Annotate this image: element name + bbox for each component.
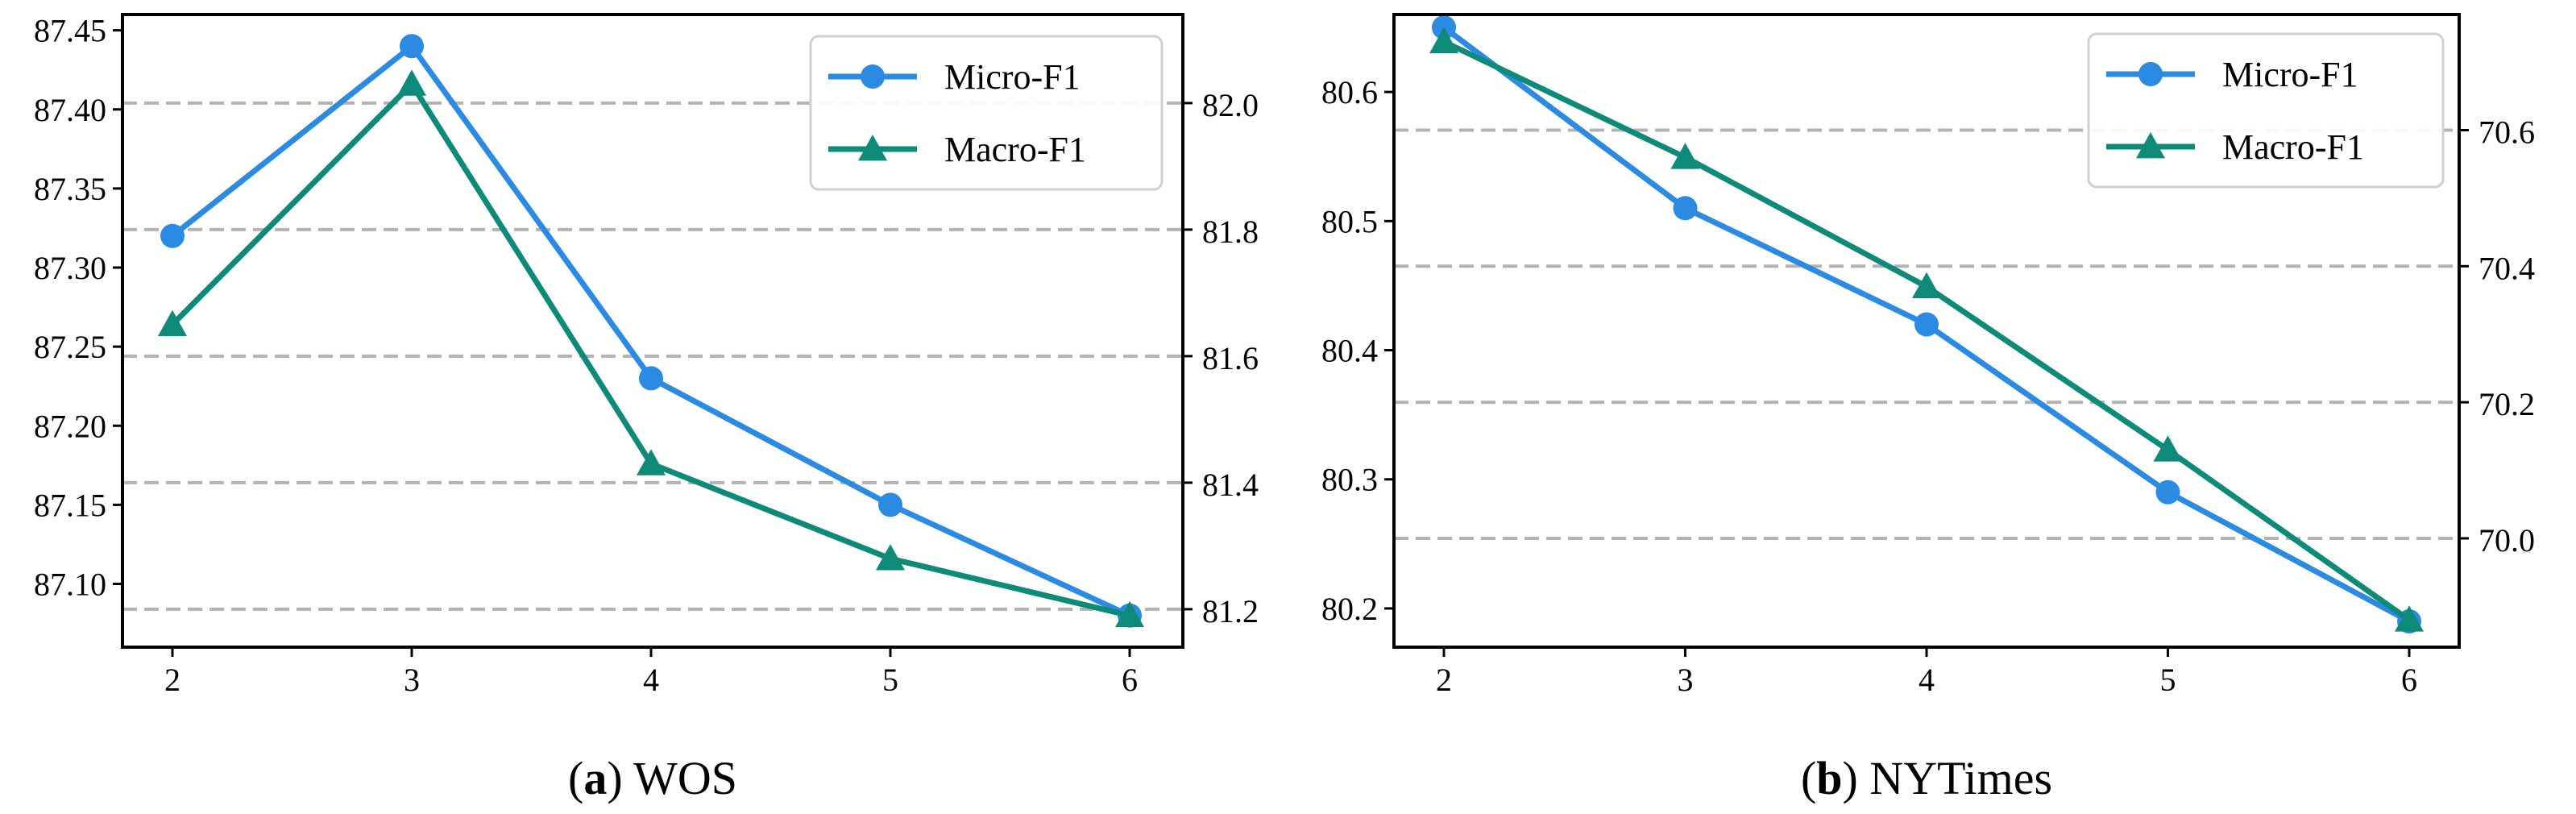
- y-right-tick-label: 81.8: [1202, 214, 1259, 250]
- data-point-macro-f1: [1115, 600, 1144, 628]
- y-tick-label: 87.15: [34, 487, 106, 523]
- data-point-macro-f1: [158, 309, 187, 337]
- plot-frame: [1392, 13, 2461, 649]
- legend: Micro-F1 Macro-F1: [2087, 32, 2445, 189]
- panel-a: 87.10 87.15 87.20 87.25 87.30 87.35 87.40 87.45…: [34, 13, 1259, 804]
- y-tick-label: 87.40: [34, 92, 106, 128]
- x-tick-label: 2: [1436, 662, 1452, 698]
- plot-frame: [121, 13, 1184, 649]
- data-point-macro-f1: [876, 544, 905, 571]
- y-right-tick-label: 81.6: [1202, 340, 1259, 376]
- y-tick-label: 87.10: [34, 567, 106, 603]
- x-tick-label: 3: [404, 662, 420, 698]
- legend-marker-triangle: [2136, 132, 2165, 159]
- y-tick-label: 87.30: [34, 250, 106, 286]
- y-tick-label: 87.45: [34, 13, 106, 49]
- data-point-macro-f1: [1429, 27, 1458, 54]
- data-point-micro-f1: [639, 366, 663, 391]
- y-right-tick-label: 82.0: [1202, 87, 1259, 123]
- x-tick-label: 2: [164, 662, 180, 698]
- y-tick-label: 80.5: [1321, 203, 1378, 239]
- data-point-micro-f1: [1914, 312, 1939, 337]
- data-point-macro-f1: [637, 449, 666, 476]
- y-right-tick-label: 70.2: [2479, 386, 2535, 422]
- data-point-macro-f1: [397, 69, 426, 96]
- data-point-macro-f1: [1912, 272, 1941, 299]
- y-tick-label: 87.25: [34, 329, 106, 365]
- legend-label: Macro-F1: [2222, 127, 2364, 167]
- x-tick-label: 6: [2401, 662, 2417, 698]
- y-tick-label: 80.2: [1321, 591, 1378, 627]
- y-right-tick-label: 70.6: [2479, 114, 2535, 150]
- y-right-tick-label: 81.2: [1202, 593, 1259, 629]
- x-tick-label: 5: [882, 662, 898, 698]
- data-point-macro-f1: [1670, 143, 1700, 169]
- y-right-tick-label: 70.0: [2479, 522, 2535, 559]
- x-tick-label: 6: [1122, 662, 1138, 698]
- caption-title: ) WOS: [607, 752, 737, 804]
- panel-caption: (b) NYTimes: [1801, 752, 2052, 804]
- panel-caption: (a) WOS: [568, 752, 737, 804]
- legend-marker-circle: [2138, 62, 2163, 86]
- data-point-micro-f1: [1673, 196, 1698, 221]
- legend-marker-circle: [861, 64, 885, 89]
- x-tick-label: 4: [643, 662, 659, 698]
- y-right-tick-label: 81.4: [1202, 467, 1259, 503]
- caption-paren-open: (: [568, 752, 583, 804]
- y-tick-label: 80.4: [1321, 333, 1378, 369]
- legend-label: Micro-F1: [2222, 55, 2358, 94]
- y-tick-label: 87.35: [34, 171, 106, 207]
- y-tick-label: 80.3: [1321, 462, 1378, 498]
- caption-paren-open: (: [1801, 752, 1816, 804]
- data-point-micro-f1: [878, 492, 902, 517]
- x-tick-label: 3: [1678, 662, 1694, 698]
- legend-label: Micro-F1: [944, 57, 1081, 97]
- y-right-tick-label: 70.4: [2479, 250, 2535, 286]
- panel-b: 80.2 80.3 80.4 80.5 80.6 70.0 70.2 70.4 70.6 2 3 4 5…: [1321, 13, 2535, 804]
- y-tick-label: 87.20: [34, 408, 106, 444]
- legend-label: Macro-F1: [944, 130, 1086, 169]
- data-point-micro-f1: [2155, 480, 2180, 505]
- data-point-micro-f1: [400, 34, 424, 59]
- caption-letter: a: [583, 752, 607, 804]
- caption-title: ) NYTimes: [1843, 752, 2053, 804]
- x-tick-label: 4: [1919, 662, 1935, 698]
- data-point-macro-f1: [2153, 435, 2183, 462]
- legend: Micro-F1 Macro-F1: [809, 35, 1164, 191]
- data-point-macro-f1: [2395, 605, 2424, 632]
- y-tick-label: 80.6: [1321, 74, 1378, 110]
- caption-letter: b: [1816, 752, 1842, 804]
- data-point-micro-f1: [160, 223, 185, 248]
- legend-marker-triangle: [858, 135, 887, 161]
- x-tick-label: 5: [2160, 662, 2176, 698]
